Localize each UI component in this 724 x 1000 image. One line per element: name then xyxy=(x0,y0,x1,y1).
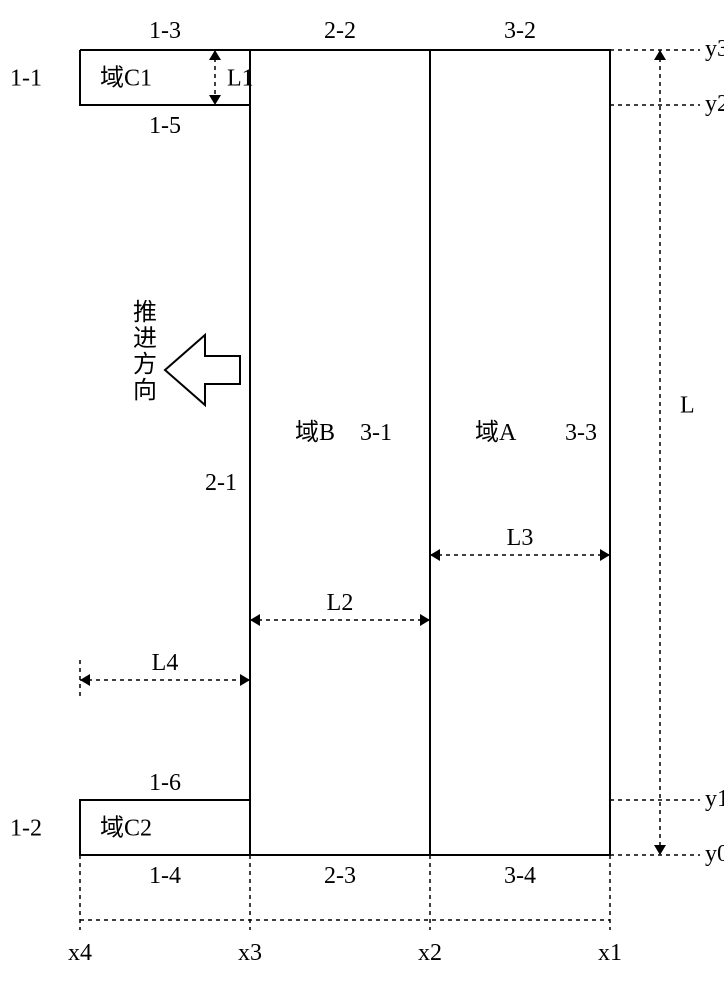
label-3-1: 3-1 xyxy=(360,420,392,446)
label-2-2: 2-2 xyxy=(324,18,356,44)
label-1-2: 1-2 xyxy=(10,816,42,842)
dimensions xyxy=(80,50,700,930)
dim-L1: L1 xyxy=(227,66,254,92)
axis-x2: x2 xyxy=(418,940,442,966)
label-1-3: 1-3 xyxy=(149,18,181,44)
dim-L2: L2 xyxy=(327,590,354,616)
dim-L4: L4 xyxy=(152,650,179,676)
region-b: 域B xyxy=(295,419,335,446)
label-1-4: 1-4 xyxy=(149,863,181,889)
label-1-1: 1-1 xyxy=(10,66,42,92)
labels: 1-3 2-2 3-2 1-1 1-2 域C1 域C2 1-5 1-6 2-1 域B 3-1 域A 3-3… xyxy=(10,18,724,966)
region-a: 域A xyxy=(475,419,517,446)
axis-y2: y2 xyxy=(705,91,724,117)
label-1-5: 1-5 xyxy=(149,113,181,139)
outline xyxy=(80,50,610,855)
axis-y0: y0 xyxy=(705,841,724,867)
label-3-2: 3-2 xyxy=(504,18,536,44)
dim-L: L xyxy=(680,393,695,419)
axis-x3: x3 xyxy=(238,940,262,966)
label-3-3: 3-3 xyxy=(565,420,597,446)
label-2-3: 2-3 xyxy=(324,863,356,889)
direction-label: 推进方向 xyxy=(133,299,157,404)
region-c2: 域C2 xyxy=(100,815,152,842)
dim-L3: L3 xyxy=(507,525,534,551)
label-1-6: 1-6 xyxy=(149,770,181,796)
region-c1: 域C1 xyxy=(100,65,152,92)
diagram-svg: 1-3 2-2 3-2 1-1 1-2 域C1 域C2 1-5 1-6 2-1 域B 3-1 域A 3-3… xyxy=(0,0,724,1000)
label-3-4: 3-4 xyxy=(504,863,536,889)
axis-x1: x1 xyxy=(598,940,622,966)
label-2-1: 2-1 xyxy=(205,470,237,496)
direction-arrow-icon xyxy=(165,335,240,405)
axis-y1: y1 xyxy=(705,786,724,812)
axis-x4: x4 xyxy=(68,940,92,966)
axis-y3: y3 xyxy=(705,36,724,62)
